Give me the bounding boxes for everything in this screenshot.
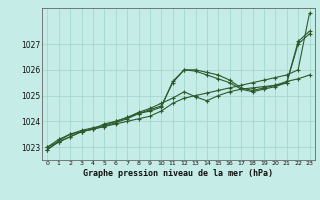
X-axis label: Graphe pression niveau de la mer (hPa): Graphe pression niveau de la mer (hPa) — [84, 169, 273, 178]
